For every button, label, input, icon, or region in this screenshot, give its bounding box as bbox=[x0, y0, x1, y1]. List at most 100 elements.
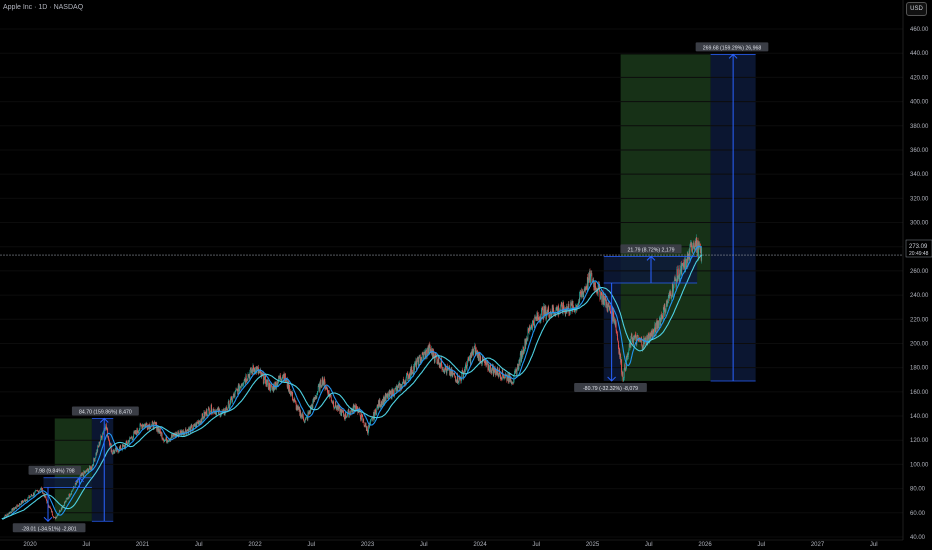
candle-body bbox=[679, 273, 681, 277]
candle-body bbox=[92, 465, 94, 466]
candle-body bbox=[243, 383, 244, 385]
candle-body bbox=[138, 431, 140, 433]
y-tick-label: 200.00 bbox=[910, 341, 929, 347]
candle-body bbox=[230, 396, 232, 399]
candle-body bbox=[545, 313, 547, 320]
candle-body bbox=[689, 245, 691, 260]
x-tick-label: Jul bbox=[195, 542, 203, 548]
candle-body bbox=[535, 318, 536, 319]
candle-body bbox=[685, 259, 686, 273]
measure-label: 84.70 (159.86%) 8,470 bbox=[79, 409, 132, 415]
candle-body bbox=[361, 415, 363, 417]
candle-body bbox=[419, 355, 421, 357]
candle-body bbox=[129, 437, 131, 442]
candle-body bbox=[77, 478, 79, 482]
candle-body bbox=[392, 389, 393, 396]
moving-average-line bbox=[1, 254, 703, 520]
candle-body bbox=[460, 378, 461, 380]
candle-body bbox=[558, 305, 559, 315]
candle-body bbox=[446, 369, 447, 374]
y-tick-label: 80.00 bbox=[910, 487, 926, 493]
candle-body bbox=[613, 321, 615, 323]
candle-body bbox=[700, 248, 702, 253]
candle-body bbox=[431, 348, 433, 354]
candle-body bbox=[644, 337, 646, 341]
candle-body bbox=[70, 493, 72, 496]
candle-body bbox=[55, 517, 57, 519]
candle-body bbox=[515, 368, 517, 373]
candle-body bbox=[267, 379, 269, 382]
candle-body bbox=[82, 473, 83, 475]
candle-body bbox=[185, 429, 186, 432]
candle-body bbox=[106, 428, 108, 430]
candle-body bbox=[377, 405, 379, 406]
x-axis[interactable]: 2020 Jul 2021 Jul 2022 Jul 2023 Jul 2024 Jul 2025 J… bbox=[0, 539, 903, 548]
candle-body bbox=[405, 381, 406, 385]
candle-body bbox=[642, 347, 644, 350]
candle-body bbox=[649, 333, 651, 340]
candle-body bbox=[134, 430, 136, 433]
candle-body bbox=[599, 291, 601, 300]
candle-body bbox=[299, 408, 301, 416]
candle-body bbox=[685, 259, 687, 267]
candle-body bbox=[694, 247, 696, 250]
candle-body bbox=[287, 386, 289, 389]
currency-button[interactable]: USD bbox=[906, 2, 927, 16]
candle-body bbox=[32, 493, 34, 496]
candle-body bbox=[111, 450, 113, 454]
candle-body bbox=[214, 410, 216, 415]
candle-body bbox=[29, 497, 31, 498]
candle-body bbox=[690, 243, 692, 245]
candle-body bbox=[500, 374, 501, 380]
candle-body bbox=[345, 412, 347, 418]
candle-body bbox=[505, 374, 506, 378]
candle-body bbox=[278, 375, 280, 379]
candle-body bbox=[670, 292, 671, 296]
y-tick-label: 60.00 bbox=[910, 511, 926, 517]
candle-body bbox=[453, 372, 455, 374]
candle-body bbox=[41, 487, 42, 491]
candle-body bbox=[33, 494, 35, 496]
candle-body bbox=[180, 430, 181, 432]
candle-body bbox=[451, 369, 453, 375]
candle-body bbox=[608, 302, 610, 308]
y-axis[interactable]: 40.00 60.00 80.00 100.00 120.00 140.00 160.00 1… bbox=[902, 0, 929, 541]
candle-body bbox=[686, 254, 688, 269]
candle-body bbox=[230, 396, 232, 399]
candle-body bbox=[217, 407, 219, 414]
candle-body bbox=[345, 416, 347, 418]
candle-body bbox=[180, 431, 182, 435]
candle-body bbox=[455, 381, 457, 382]
candle-body bbox=[314, 397, 316, 400]
candle-body bbox=[695, 237, 697, 247]
candle-body bbox=[644, 337, 646, 339]
y-tick-label: 420.00 bbox=[910, 75, 929, 81]
candle-body bbox=[232, 396, 234, 397]
candle-body bbox=[107, 436, 109, 437]
candle-body bbox=[43, 492, 45, 495]
candle-body bbox=[516, 369, 518, 376]
candle-body bbox=[228, 400, 230, 402]
candle-body bbox=[598, 283, 599, 288]
candle-body bbox=[561, 304, 563, 311]
candle-body bbox=[108, 439, 110, 441]
candle-body bbox=[94, 459, 95, 462]
candle-body bbox=[498, 369, 500, 377]
candle-body bbox=[648, 334, 650, 343]
candle-body bbox=[387, 393, 389, 399]
candle-body bbox=[438, 356, 440, 364]
candle-body bbox=[595, 287, 597, 292]
candle-body bbox=[19, 504, 21, 505]
candle-body bbox=[536, 317, 537, 321]
candle-body bbox=[555, 307, 557, 311]
candle-body bbox=[307, 415, 308, 420]
candle-body bbox=[335, 406, 337, 410]
candle-body bbox=[462, 370, 464, 372]
candle-body bbox=[165, 436, 167, 440]
candle-body bbox=[331, 401, 333, 403]
candle-body bbox=[400, 383, 402, 389]
candle-body bbox=[145, 423, 147, 425]
candle-body bbox=[688, 250, 690, 258]
candle-body bbox=[64, 502, 65, 506]
